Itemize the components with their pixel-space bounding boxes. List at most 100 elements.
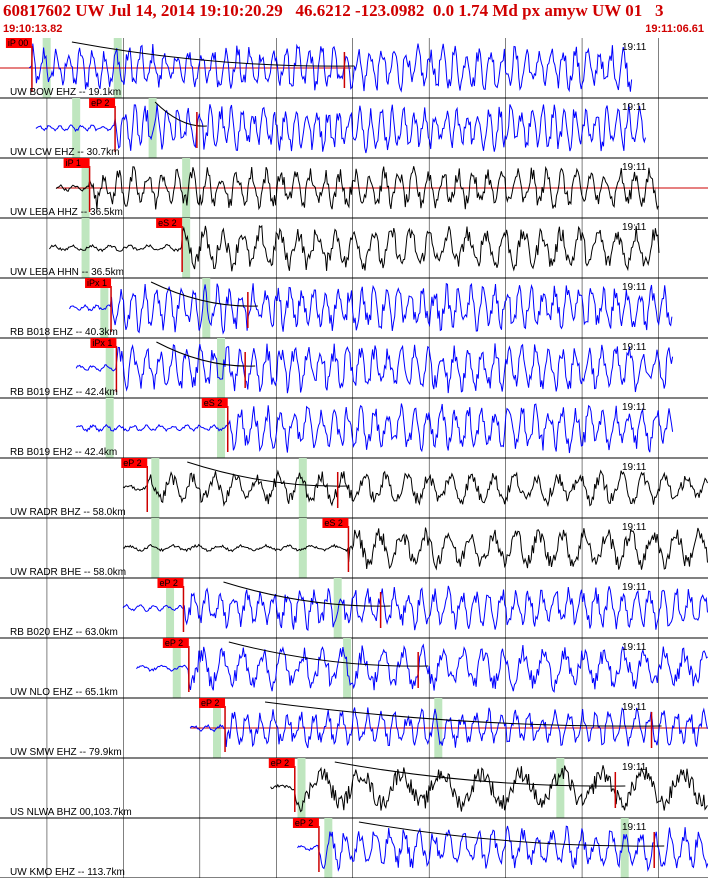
pick-label: eP 2 <box>159 578 177 588</box>
event-title: 60817602 UW Jul 14, 2014 19:10:20.29 46.… <box>3 1 664 20</box>
station-label: RB B019 EHZ -- 42.4km <box>10 387 118 398</box>
trace-time-label: 19:11 <box>622 342 647 353</box>
trace-time-label: 19:11 <box>622 282 647 293</box>
pick-box <box>292 818 319 828</box>
station-label: UW RADR BHE -- 58.0km <box>10 567 126 578</box>
pick-box <box>322 518 349 528</box>
trace-time-label: 19:11 <box>622 222 647 233</box>
waveform-trace <box>122 585 708 632</box>
waveform-trace <box>35 103 646 154</box>
window-start-time: 19:10:13.82 <box>3 23 63 35</box>
pick-box <box>162 638 189 648</box>
station-label: UW BOW EHZ -- 19.1km <box>10 87 121 98</box>
waveform-trace <box>123 527 708 571</box>
pick-label: iPx 1 <box>92 338 112 348</box>
coda-curve <box>71 41 355 67</box>
pick-label: eP 2 <box>91 98 109 108</box>
phase-band <box>298 458 307 518</box>
phase-band <box>72 98 81 158</box>
phase-band <box>620 818 629 878</box>
pick-label: eP 2 <box>201 698 219 708</box>
station-label: UW NLO EHZ -- 65.1km <box>10 687 118 698</box>
coda-curve <box>264 701 662 727</box>
pick-box <box>201 398 228 408</box>
pick-box <box>85 278 112 288</box>
station-label: RB B020 EHZ -- 63.0km <box>10 627 118 638</box>
pick-label: iPx 1 <box>87 278 107 288</box>
phase-band <box>333 578 342 638</box>
trace-time-label: 19:11 <box>622 462 647 473</box>
coda-curve <box>150 281 258 307</box>
trace-time-label: 19:11 <box>622 522 647 533</box>
trace-time-label: 19:11 <box>622 42 647 53</box>
phase-band <box>100 278 109 338</box>
coda-curve <box>187 461 348 487</box>
pick-box <box>89 98 116 108</box>
pick-box <box>90 338 117 348</box>
pick-label: eS 2 <box>204 398 223 408</box>
coda-curve <box>228 641 429 667</box>
trace-time-label: 19:11 <box>622 822 647 833</box>
trace-time-label: 19:11 <box>622 582 647 593</box>
pick-box <box>157 578 184 588</box>
waveform-trace <box>270 765 708 813</box>
pick-label: iP 1 <box>66 158 81 168</box>
station-label: UW LCW EHZ -- 30.7km <box>10 147 119 158</box>
phase-band <box>556 758 565 818</box>
pick-label: eP 2 <box>271 758 289 768</box>
waveform-trace <box>75 343 674 394</box>
phase-band <box>81 218 90 278</box>
pick-box <box>268 758 295 768</box>
trace-time-label: 19:11 <box>622 642 647 653</box>
phase-band <box>182 218 191 278</box>
station-label: RB B018 EHZ -- 40.3km <box>10 327 118 338</box>
event-header: 60817602 UW Jul 14, 2014 19:10:20.29 46.… <box>0 0 708 38</box>
trace-time-label: 19:11 <box>622 702 647 713</box>
station-label: UW LEBA HHN -- 36.5km <box>10 267 124 278</box>
phase-band <box>151 518 160 578</box>
coda-curve <box>154 101 207 127</box>
waveform-trace <box>75 403 674 454</box>
pick-box <box>5 38 32 48</box>
trace-time-label: 19:11 <box>622 402 647 413</box>
pick-label: iP 00 <box>8 38 28 48</box>
waveform-trace <box>136 643 708 693</box>
pick-box <box>63 158 90 168</box>
waveform-trace <box>122 469 708 508</box>
station-label: UW SMW EHZ -- 79.9km <box>10 747 122 758</box>
trace-time-label: 19:11 <box>622 162 647 173</box>
pick-label: eP 2 <box>295 818 313 828</box>
pick-label: eP 2 <box>165 638 183 648</box>
waveform-trace <box>29 43 633 93</box>
station-label: UW LEBA HHZ -- 36.5km <box>10 207 123 218</box>
waveform-trace <box>189 707 708 749</box>
pick-box <box>156 218 183 228</box>
phase-band <box>297 758 306 818</box>
station-label: US NLWA BHZ 00,103.7km <box>10 807 132 818</box>
waveform-trace <box>297 825 708 872</box>
pick-label: eS 2 <box>158 218 177 228</box>
coda-curve <box>358 821 665 847</box>
phase-band <box>298 518 307 578</box>
coda-curve <box>223 581 391 607</box>
phase-band <box>172 638 181 698</box>
phase-band <box>217 398 226 458</box>
phase-band <box>324 818 333 878</box>
pick-label: eP 2 <box>123 458 141 468</box>
waveform-trace <box>55 165 659 211</box>
pick-box <box>199 698 226 708</box>
window-end-time: 19:11:06.61 <box>645 23 704 35</box>
waveform-trace <box>49 224 660 272</box>
trace-time-label: 19:11 <box>622 102 647 113</box>
coda-curve <box>334 761 626 787</box>
phase-band <box>217 338 226 398</box>
waveform-trace <box>69 282 673 335</box>
pick-box <box>121 458 148 468</box>
phase-band <box>202 278 211 338</box>
station-label: UW RADR BHZ -- 58.0km <box>10 507 126 518</box>
pick-label: eS 2 <box>324 518 343 528</box>
station-label: RB B019 EH2 -- 42.4km <box>10 447 117 458</box>
phase-band <box>166 578 175 638</box>
